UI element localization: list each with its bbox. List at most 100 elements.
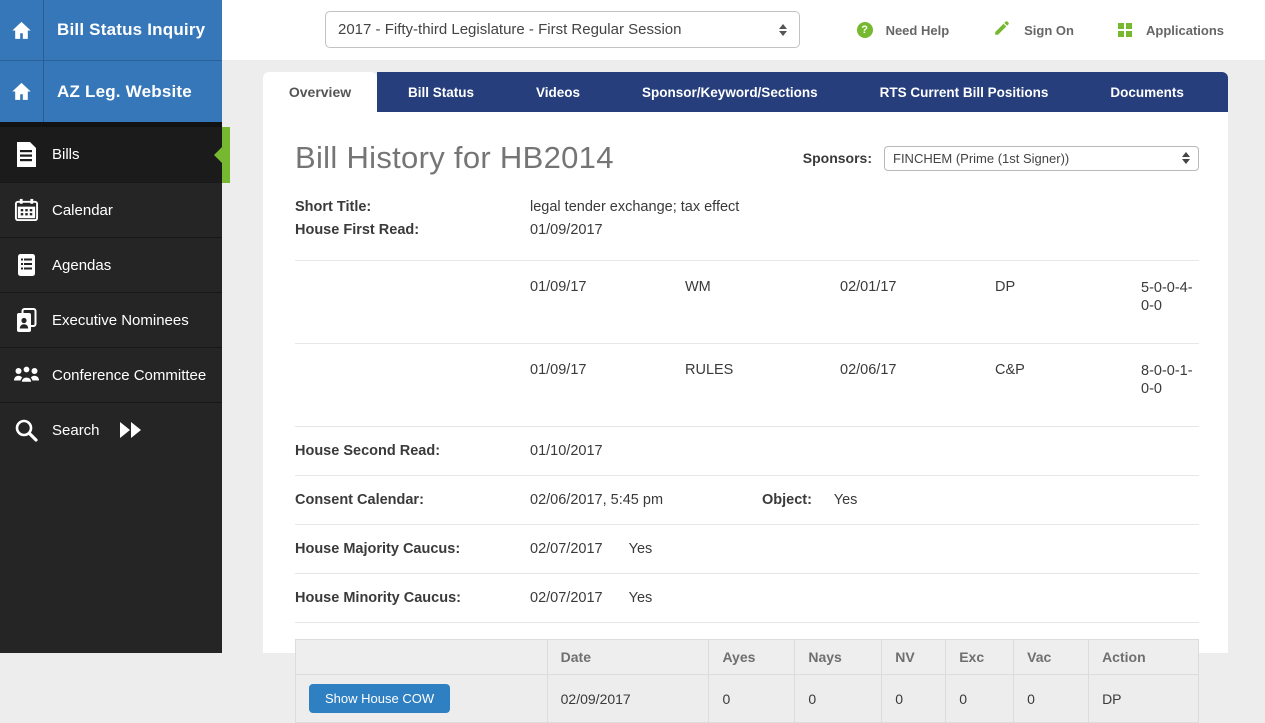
calendar-icon — [0, 198, 52, 222]
cow-header-action: Action — [1088, 639, 1199, 675]
cow-header-empty — [295, 639, 548, 675]
house-majority-caucus-value: Yes — [628, 541, 653, 557]
select-stepper-icon — [779, 23, 787, 36]
house-majority-caucus-date: 02/07/2017 — [530, 541, 603, 557]
house-first-read-label: House First Read: — [295, 222, 420, 238]
short-title-label: Short Title: — [295, 199, 372, 215]
house-second-read-value: 01/10/2017 — [530, 443, 603, 459]
sidebar-item-executive-nominees[interactable]: Executive Nominees — [0, 292, 222, 347]
agenda-icon — [0, 253, 52, 277]
home-icon — [0, 61, 44, 122]
search-icon — [0, 418, 52, 443]
assigned-date: 01/09/17 — [530, 279, 587, 295]
page-title: Bill History for HB2014 — [295, 140, 614, 175]
topbar: 2017 - Fifty-third Legislature - First R… — [222, 0, 1265, 60]
overview-panel: Bill History for HB2014 Sponsors: FINCHE… — [263, 112, 1228, 723]
sidebar-item-conference-committee[interactable]: Conference Committee — [0, 347, 222, 402]
cow-exc: 0 — [945, 674, 1015, 723]
cow-header-vac: Vac — [1013, 639, 1090, 675]
pencil-icon — [993, 19, 1011, 42]
sidebar-item-bills[interactable]: Bills — [0, 127, 222, 182]
action-date: 02/06/17 — [840, 362, 897, 378]
assigned-date: 01/09/17 — [530, 362, 587, 378]
house-minority-caucus-row: House Minority Caucus: 02/07/2017 Yes — [295, 574, 1199, 623]
double-arrow-icon — [119, 422, 141, 438]
house-minority-caucus-value: Yes — [628, 590, 653, 606]
tab-overview[interactable]: Overview — [263, 72, 377, 112]
sidebar-item-agendas[interactable]: Agendas — [0, 237, 222, 292]
sponsors-selector[interactable]: FINCHEM (Prime (1st Signer)) — [884, 145, 1199, 171]
help-icon: ? — [856, 22, 873, 38]
object-label: Object: — [762, 492, 812, 508]
committee-action: DP — [995, 279, 1016, 295]
action-date: 02/01/17 — [840, 279, 897, 295]
cow-action: DP — [1088, 674, 1199, 723]
sidebar: Bill Status Inquiry AZ Leg. Website Bill… — [0, 0, 222, 653]
tab-videos[interactable]: Videos — [536, 84, 581, 100]
short-title-row: Short Title: legal tender exchange; tax … — [295, 196, 1199, 219]
bill-summary: Short Title: legal tender exchange; tax … — [295, 196, 1199, 242]
cow-header-exc: Exc — [945, 639, 1015, 675]
applications-label: Applications — [1145, 22, 1224, 38]
cow-nv: 0 — [881, 674, 947, 723]
sidebar-item-calendar[interactable]: Calendar — [0, 182, 222, 237]
house-cow-table: Date Ayes Nays NV Exc Vac Action Show Ho… — [295, 639, 1199, 723]
select-stepper-icon — [1182, 152, 1190, 164]
active-item-indicator — [214, 127, 230, 183]
document-icon — [0, 142, 52, 167]
cow-header-ayes: Ayes — [708, 639, 796, 675]
house-second-read-label: House Second Read: — [295, 443, 441, 459]
session-selector[interactable]: 2017 - Fifty-third Legislature - First R… — [325, 11, 800, 48]
tab-bill-status[interactable]: Bill Status — [408, 84, 475, 100]
need-help-label: Need Help — [885, 22, 950, 38]
house-minority-caucus-label: House Minority Caucus: — [295, 590, 461, 606]
committee-action-row: 01/09/17 WM 02/01/17 DP 5-0-0-4-0-0 — [295, 260, 1199, 344]
website-link-label: AZ Leg. Website — [57, 81, 192, 101]
cow-nays: 0 — [794, 674, 883, 723]
badge-icon — [0, 307, 52, 333]
sponsors-selector-value: FINCHEM (Prime (1st Signer)) — [893, 150, 1070, 166]
committee-name: WM — [685, 279, 711, 295]
tab-sponsor-keyword-sections[interactable]: Sponsor/Keyword/Sections — [642, 84, 818, 100]
tab-rts-current-bill-positions[interactable]: RTS Current Bill Positions — [879, 84, 1049, 100]
sidebar-item-label: Search — [52, 421, 100, 439]
cow-vac: 0 — [1013, 674, 1090, 723]
applications-link[interactable]: Applications — [1117, 22, 1224, 38]
tab-documents[interactable]: Documents — [1110, 84, 1184, 100]
house-second-read-row: House Second Read: 01/10/2017 — [295, 427, 1199, 476]
consent-calendar-row: Consent Calendar: 02/06/2017, 5:45 pm Ob… — [295, 476, 1199, 525]
sign-on-link[interactable]: Sign On — [993, 19, 1074, 42]
object-value: Yes — [833, 492, 858, 508]
committee-action-row: 01/09/17 RULES 02/06/17 C&P 8-0-0-1-0-0 — [295, 344, 1199, 427]
sponsors-group: Sponsors: FINCHEM (Prime (1st Signer)) — [802, 145, 1199, 171]
cow-header-nays: Nays — [794, 639, 883, 675]
session-selector-value: 2017 - Fifty-third Legislature - First R… — [338, 21, 682, 38]
house-first-read-value: 01/09/2017 — [530, 222, 603, 238]
tab-strip: Bill Status Videos Sponsor/Keyword/Secti… — [377, 72, 1228, 112]
short-title-value: legal tender exchange; tax effect — [530, 199, 740, 215]
sponsors-label: Sponsors: — [802, 150, 872, 166]
work-area: Overview Bill Status Videos Sponsor/Keyw… — [263, 72, 1228, 723]
cow-ayes: 0 — [708, 674, 796, 723]
house-majority-caucus-label: House Majority Caucus: — [295, 541, 461, 557]
cow-header-date: Date — [546, 639, 710, 675]
cow-date: 02/09/2017 — [546, 674, 710, 723]
people-icon — [0, 364, 52, 386]
house-first-read-row: House First Read: 01/09/2017 — [295, 219, 1199, 242]
cow-data-row: Show House COW 02/09/2017 0 0 0 0 0 DP — [295, 674, 1199, 723]
sidebar-home-az-leg[interactable]: AZ Leg. Website — [0, 61, 222, 122]
sidebar-menu: Bills Calendar — [0, 122, 222, 457]
show-house-cow-button[interactable]: Show House COW — [309, 684, 451, 713]
committee-name: RULES — [685, 362, 734, 378]
sidebar-item-search[interactable]: Search — [0, 402, 222, 457]
house-minority-caucus-date: 02/07/2017 — [530, 590, 603, 606]
sidebar-home-bill-status[interactable]: Bill Status Inquiry — [0, 0, 222, 61]
sidebar-item-label: Conference Committee — [52, 366, 207, 384]
need-help-link[interactable]: ? Need Help — [856, 22, 950, 38]
topbar-links: ? Need Help Sign On Applications — [856, 0, 1224, 60]
home-icon — [0, 0, 44, 60]
committee-action: C&P — [995, 362, 1025, 378]
apps-grid-icon — [1117, 22, 1133, 38]
sidebar-item-label: Bills — [52, 146, 80, 163]
sidebar-header: Bill Status Inquiry AZ Leg. Website — [0, 0, 222, 122]
